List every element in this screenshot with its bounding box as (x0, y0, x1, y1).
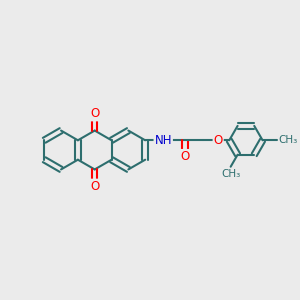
Text: O: O (214, 134, 223, 147)
Text: O: O (180, 150, 190, 163)
Text: O: O (90, 180, 99, 193)
Text: O: O (90, 107, 99, 120)
Text: CH₃: CH₃ (221, 169, 240, 179)
Text: CH₃: CH₃ (278, 135, 298, 145)
Text: NH: NH (154, 134, 172, 147)
